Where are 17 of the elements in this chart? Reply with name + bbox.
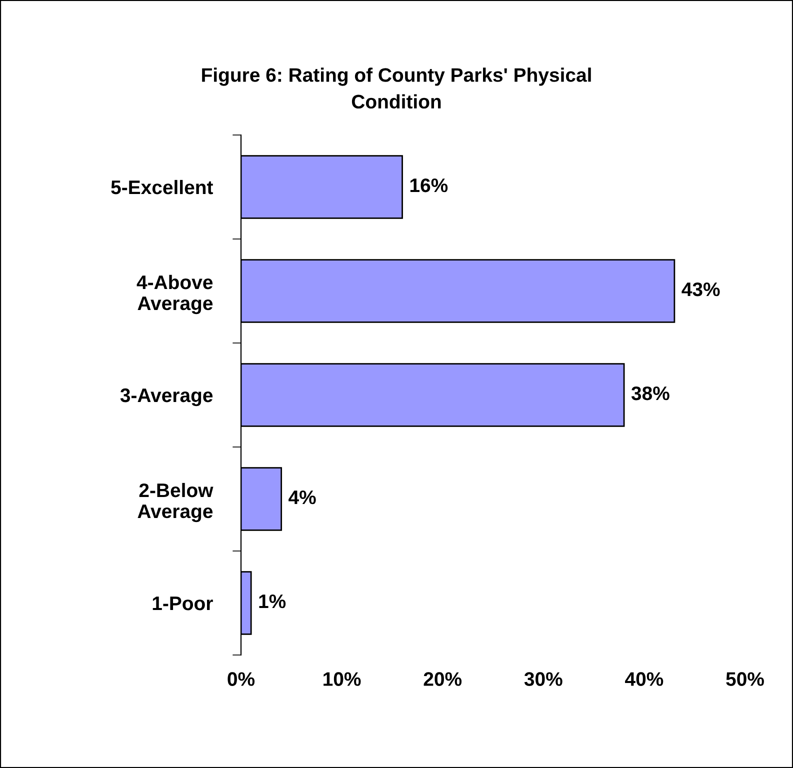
x-tick-label: 10% xyxy=(324,672,361,686)
x-tick-label: 0% xyxy=(228,672,255,686)
y-tick-label: 2-Below Average xyxy=(138,482,214,522)
y-tick-label: 5-Excellent xyxy=(111,180,213,194)
y-tick-label: 3-Average xyxy=(120,388,213,406)
x-tick-label: 20% xyxy=(424,672,462,686)
data-label: 4% xyxy=(288,490,316,504)
data-label: 43% xyxy=(682,282,720,296)
data-label: 16% xyxy=(410,178,448,192)
chart-title: Figure 6: Rating of County Parks' Physical Condition xyxy=(202,68,591,109)
y-tick-label: 4-Above Average xyxy=(136,274,213,314)
x-tick-label: 50% xyxy=(726,672,764,686)
data-label: 1% xyxy=(259,594,286,608)
y-tick-label: 1-Poor xyxy=(152,596,213,610)
x-tick-label: 30% xyxy=(524,672,562,686)
data-label: 38% xyxy=(631,386,670,400)
x-tick-label: 40% xyxy=(625,672,664,686)
